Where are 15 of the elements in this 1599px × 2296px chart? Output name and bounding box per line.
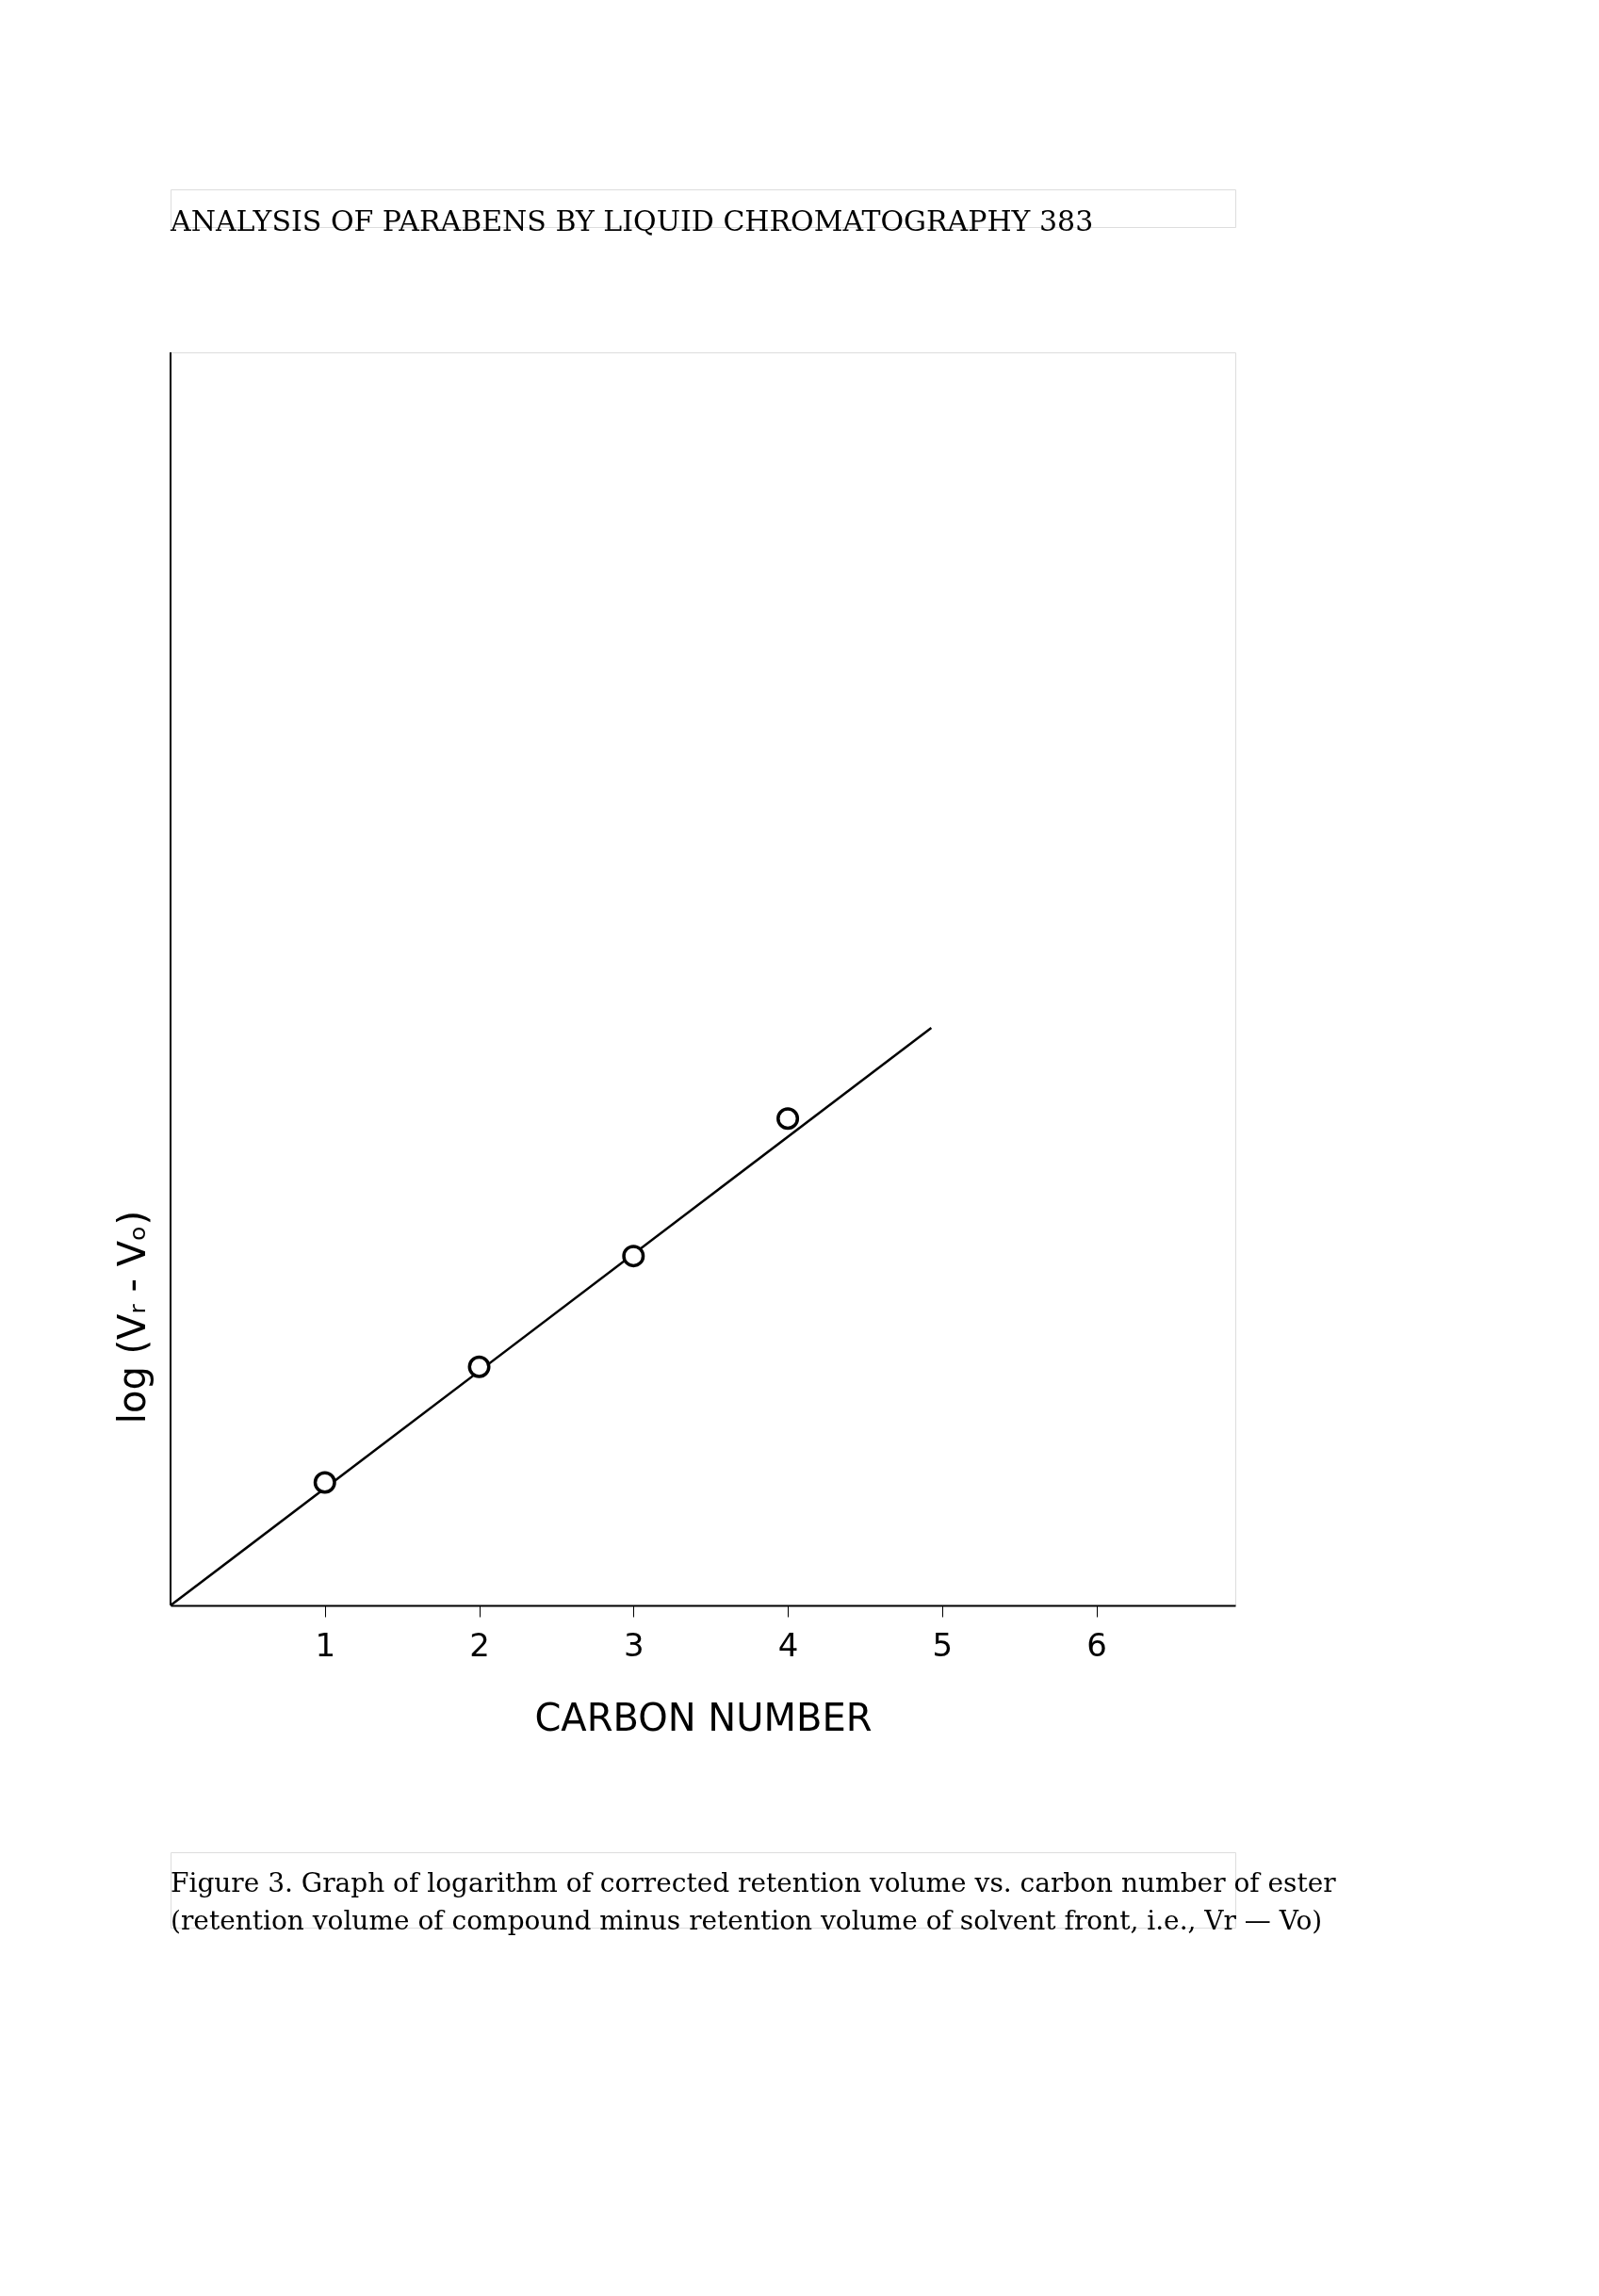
point [313, 1471, 336, 1494]
text: ANALYSIS OF PARABENS BY LIQUID CHROMATOGRAPHY 383 [170, 204, 1094, 237]
x-tick-label: 5 [932, 1625, 954, 1664]
point [467, 1355, 491, 1378]
point [776, 1107, 800, 1131]
y-axis-title: log (Vᵣ - Vₒ) [109, 1210, 154, 1425]
point [622, 1245, 645, 1268]
x-tick-label: 1 [315, 1625, 336, 1664]
text: (retention volume of compound minus retention volume of solvent front, i.e., Vr — Vo) [171, 1905, 1323, 1936]
x-tick-label: 6 [1086, 1625, 1107, 1664]
x-tick-label: 3 [623, 1625, 644, 1664]
x-tick-label: 4 [777, 1625, 799, 1664]
x-axis-title: CARBON NUMBER [534, 1695, 873, 1739]
caption: Figure 3. Graph of logarithm of corrected retention volume vs. carbon number of ester [171, 1867, 1337, 1898]
x-tick-label: 2 [469, 1625, 490, 1664]
